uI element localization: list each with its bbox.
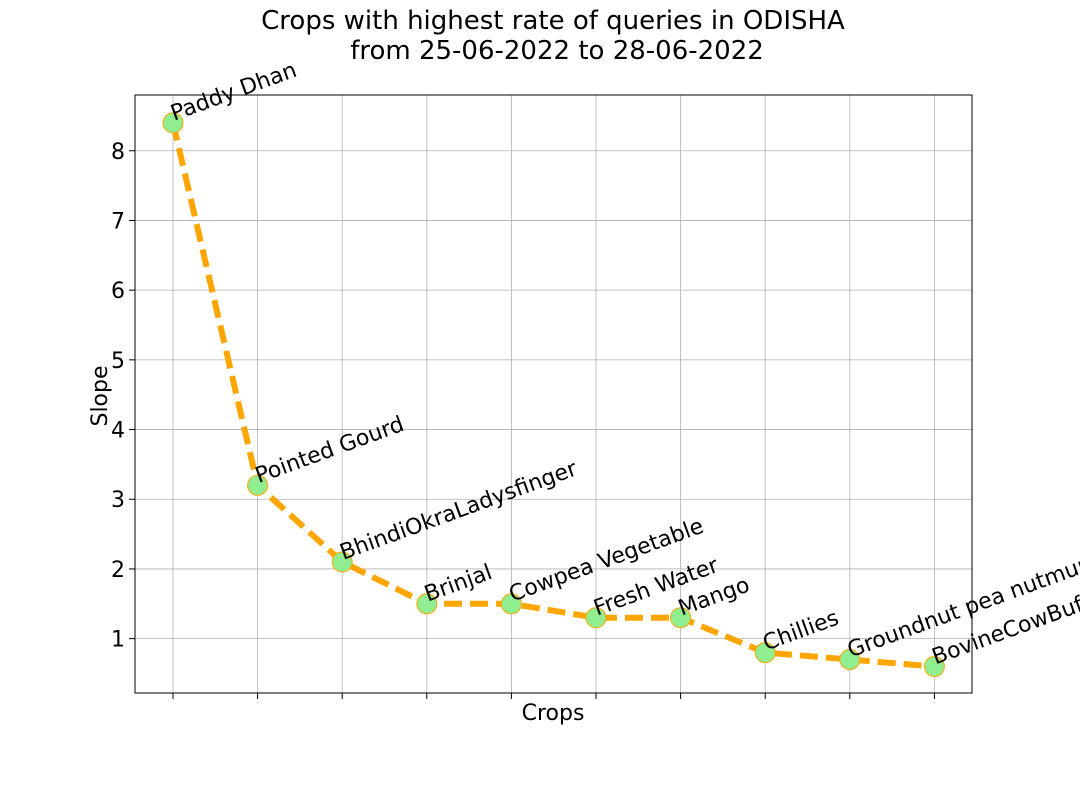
point-label: Pointed Gourd [252,412,407,489]
y-tick-label: 1 [111,628,125,653]
data-point [162,112,184,134]
point-label: BhindiOkraLadysfinger [337,456,582,565]
y-tick-label: 8 [111,140,125,165]
y-axis-label: Slope [88,365,113,426]
data-point [585,607,607,629]
y-tick-label: 3 [111,488,125,513]
data-point [247,474,269,496]
x-axis-label: Crops [522,701,585,726]
data-point [500,593,522,615]
data-point [923,656,945,678]
y-tick-label: 6 [111,279,125,304]
y-tick-label: 5 [111,349,125,374]
chart-title-line2: from 25-06-2022 to 28-06-2022 [350,36,764,66]
y-tick-label: 4 [111,419,125,444]
series-markers [162,112,945,678]
data-point [754,642,776,664]
chart-title-line1: Crops with highest rate of queries in OD… [261,6,845,36]
grid [135,95,972,693]
point-label: Brinjal [421,560,495,607]
point-label: Chillies [760,606,843,656]
y-tick-label: 2 [111,558,125,583]
plot-area-frame [134,94,973,694]
x-axis-ticks [172,693,935,699]
y-axis-ticks: 1 2 3 4 5 6 7 8 [111,140,135,653]
data-point [331,551,353,573]
series-line [170,122,935,670]
data-point [416,593,438,615]
point-labels: Paddy Dhan Pointed GourdBhindiOkraLadysfi… [168,58,1080,670]
data-point [670,607,692,629]
point-label: Paddy Dhan [168,58,301,127]
y-tick-label: 7 [111,209,125,234]
data-point [839,649,861,671]
